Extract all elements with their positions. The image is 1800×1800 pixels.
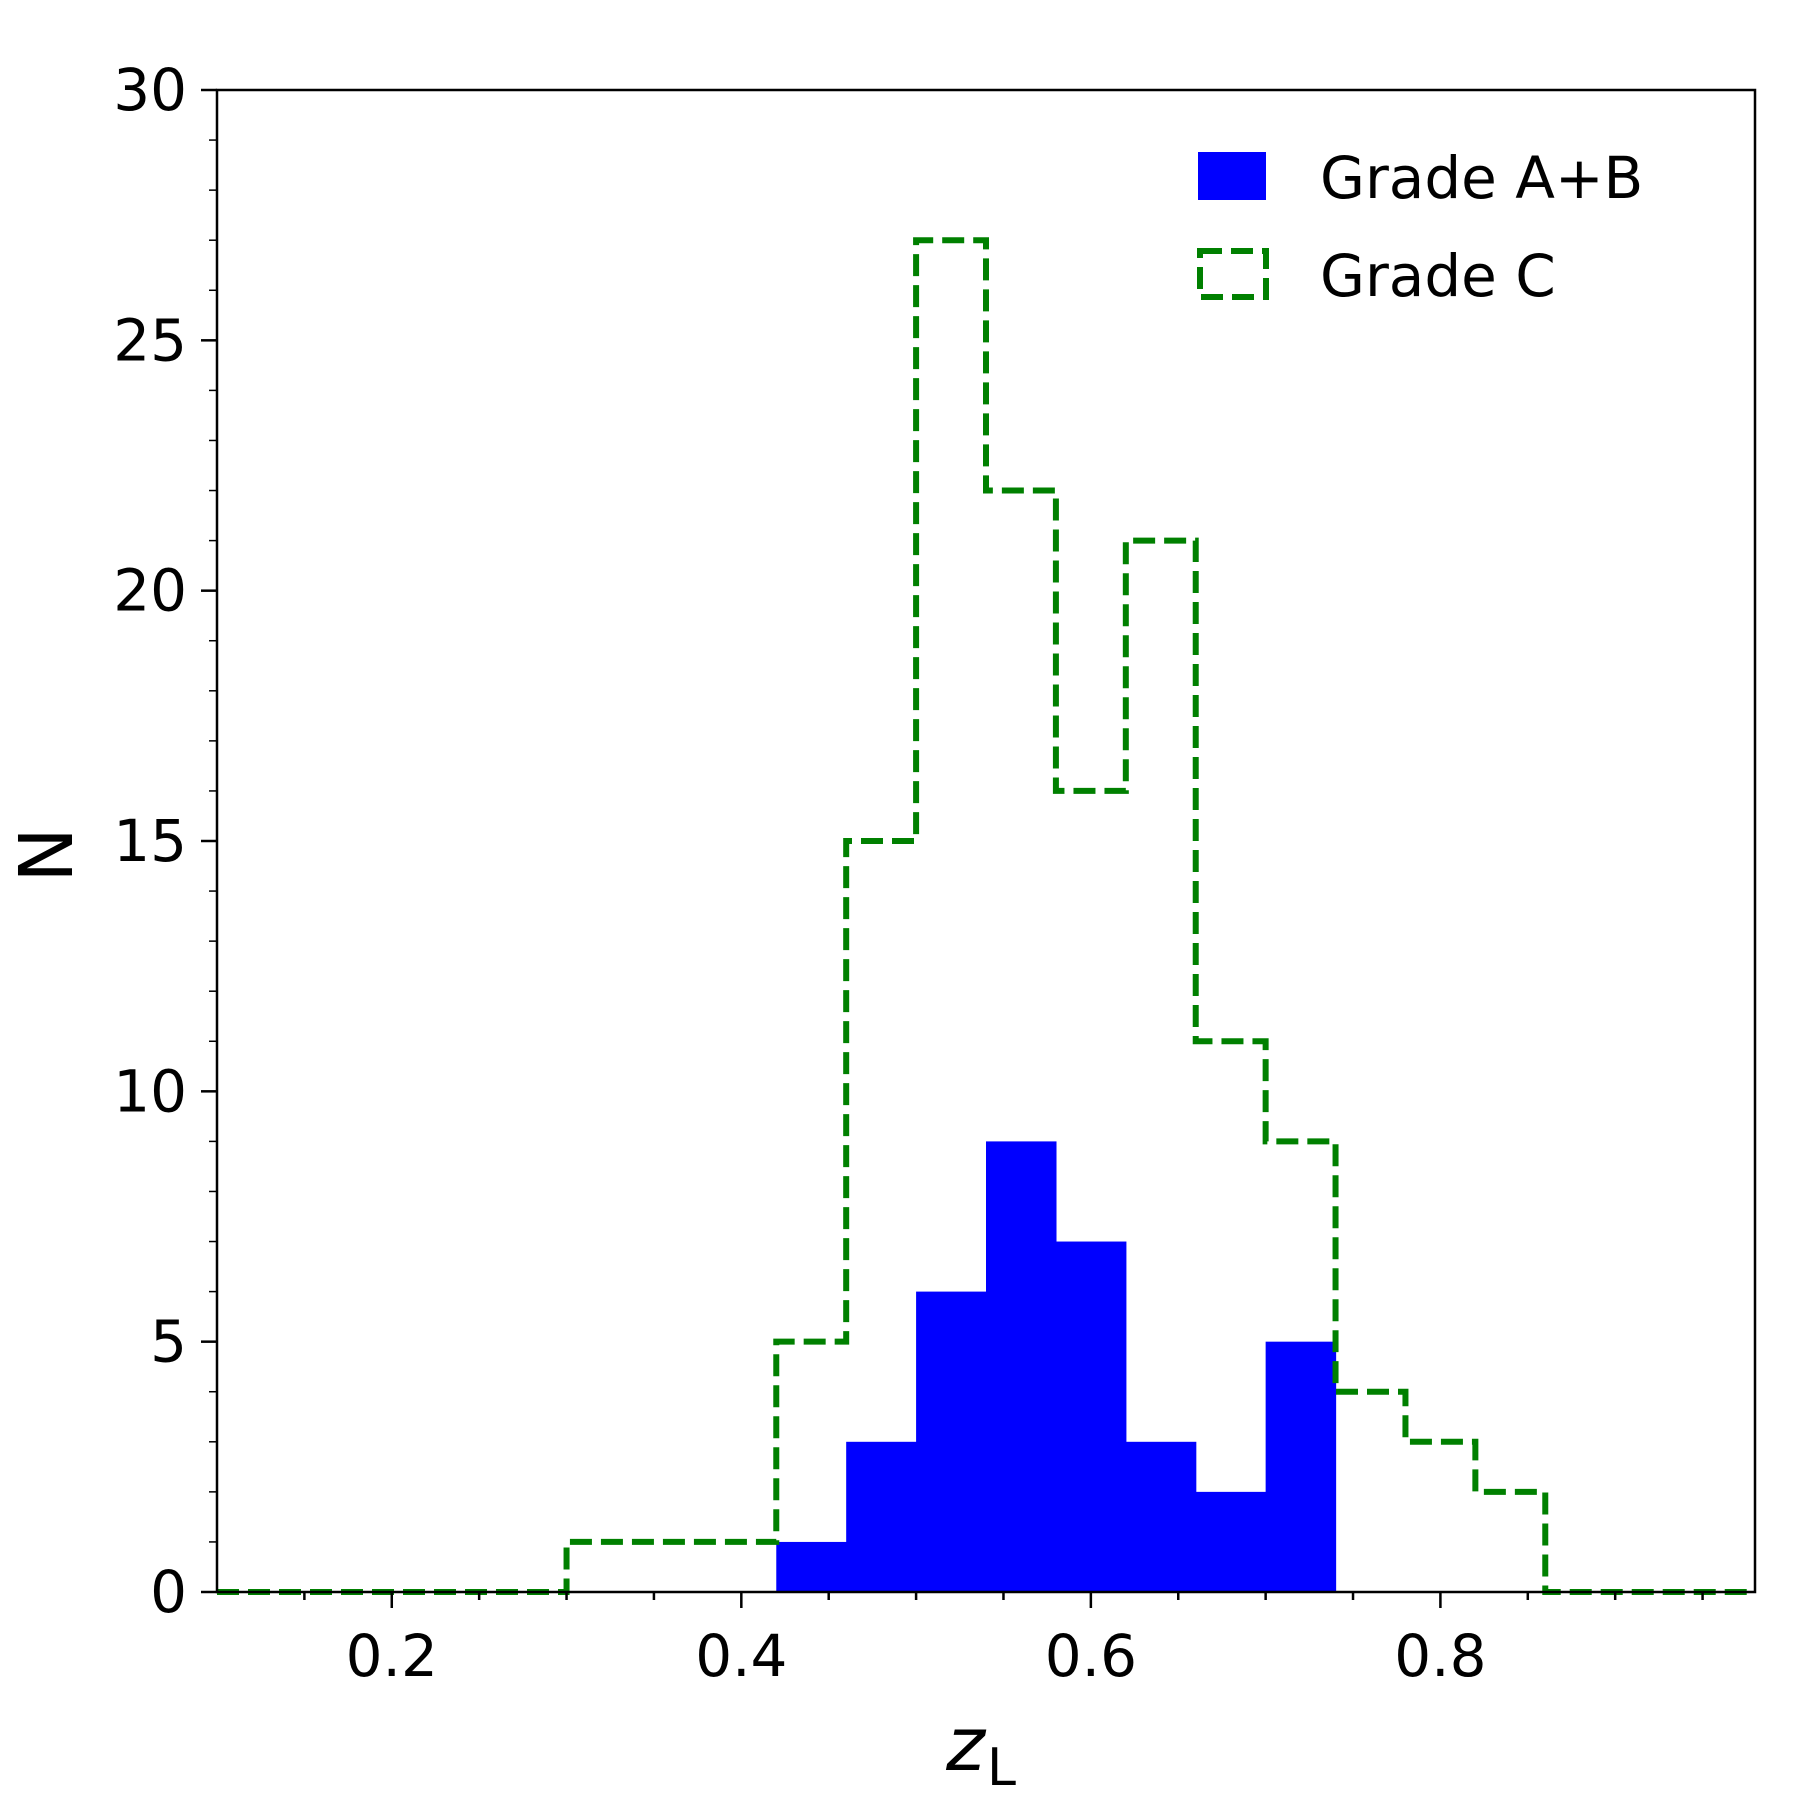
bar-grade-ab <box>846 1441 917 1592</box>
bar-grade-ab <box>1055 1241 1127 1592</box>
y-axis-ticks: 0 5 10 15 20 25 30 <box>113 56 217 1626</box>
x-axis-title-subscript: L <box>987 1738 1016 1798</box>
legend-swatch-grade-c <box>1197 248 1269 300</box>
y-tick-label: 15 <box>113 807 187 875</box>
y-tick-label: 0 <box>150 1558 187 1626</box>
x-tick-label: 0.8 <box>1394 1622 1486 1690</box>
step-line-grade-c <box>217 237 1755 1595</box>
x-tick-label: 0.4 <box>695 1622 787 1690</box>
legend-label-grade-c: Grade C <box>1320 242 1556 310</box>
bar-grade-ab <box>1265 1341 1337 1592</box>
x-axis-ticks: 0.2 0.4 0.6 0.8 <box>303 1592 1704 1690</box>
bar-grade-ab <box>916 1291 987 1592</box>
legend: Grade A+B Grade C <box>1197 144 1643 310</box>
legend-swatch-grade-ab <box>1198 152 1266 200</box>
bar-grade-ab <box>1125 1441 1197 1592</box>
x-tick-label: 0.6 <box>1045 1622 1137 1690</box>
y-tick-label: 20 <box>113 557 187 625</box>
series-grade-ab <box>776 1141 1337 1592</box>
legend-label-grade-ab: Grade A+B <box>1320 144 1643 212</box>
y-axis-title: N <box>4 827 90 882</box>
series-grade-c <box>217 237 1755 1595</box>
x-tick-label: 0.2 <box>346 1622 438 1690</box>
bar-grade-ab <box>776 1541 847 1592</box>
y-tick-label: 5 <box>150 1308 187 1376</box>
bar-grade-ab <box>986 1141 1057 1592</box>
x-axis-title: z <box>945 1702 987 1788</box>
y-tick-label: 10 <box>113 1057 187 1125</box>
bar-grade-ab <box>1195 1491 1267 1592</box>
y-tick-label: 30 <box>113 56 187 124</box>
y-tick-label: 25 <box>113 306 187 374</box>
